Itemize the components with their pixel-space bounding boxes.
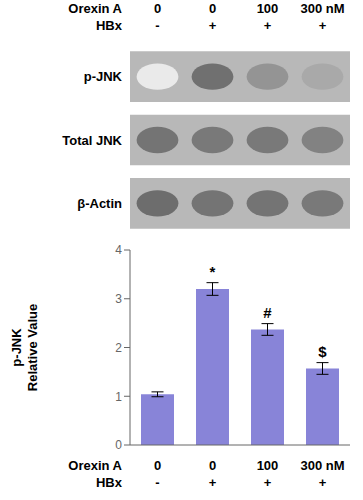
svg-text:Orexin A: Orexin A — [68, 1, 122, 16]
svg-text:100: 100 — [257, 458, 279, 473]
svg-text:*: * — [210, 263, 216, 280]
svg-text:3: 3 — [115, 292, 122, 306]
svg-text:100: 100 — [257, 1, 279, 16]
svg-text:0: 0 — [209, 458, 216, 473]
svg-text:$: $ — [318, 343, 327, 360]
svg-text:+: + — [209, 18, 217, 33]
svg-text:p-JNK: p-JNK — [84, 69, 123, 84]
svg-text:+: + — [209, 475, 217, 490]
svg-text:#: # — [263, 304, 272, 321]
svg-text:300 nM: 300 nM — [300, 1, 344, 16]
svg-text:HBx: HBx — [96, 18, 123, 33]
svg-text:β-Actin: β-Actin — [77, 196, 122, 211]
svg-text:-: - — [155, 18, 159, 33]
svg-text:HBx: HBx — [96, 475, 123, 490]
svg-text:+: + — [264, 475, 272, 490]
svg-text:Relative Value: Relative Value — [25, 304, 40, 391]
svg-text:2: 2 — [115, 341, 122, 355]
svg-text:0: 0 — [154, 458, 161, 473]
svg-text:0: 0 — [209, 1, 216, 16]
svg-text:p-JNK: p-JNK — [9, 328, 24, 367]
svg-text:+: + — [264, 18, 272, 33]
svg-text:Total JNK: Total JNK — [62, 133, 122, 148]
svg-text:-: - — [155, 475, 159, 490]
svg-text:1: 1 — [115, 390, 122, 404]
svg-text:300 nM: 300 nM — [300, 458, 344, 473]
svg-text:0: 0 — [115, 438, 122, 452]
svg-text:4: 4 — [115, 243, 122, 257]
svg-text:+: + — [319, 18, 327, 33]
svg-text:Orexin A: Orexin A — [68, 458, 122, 473]
svg-text:+: + — [319, 475, 327, 490]
svg-text:0: 0 — [154, 1, 161, 16]
